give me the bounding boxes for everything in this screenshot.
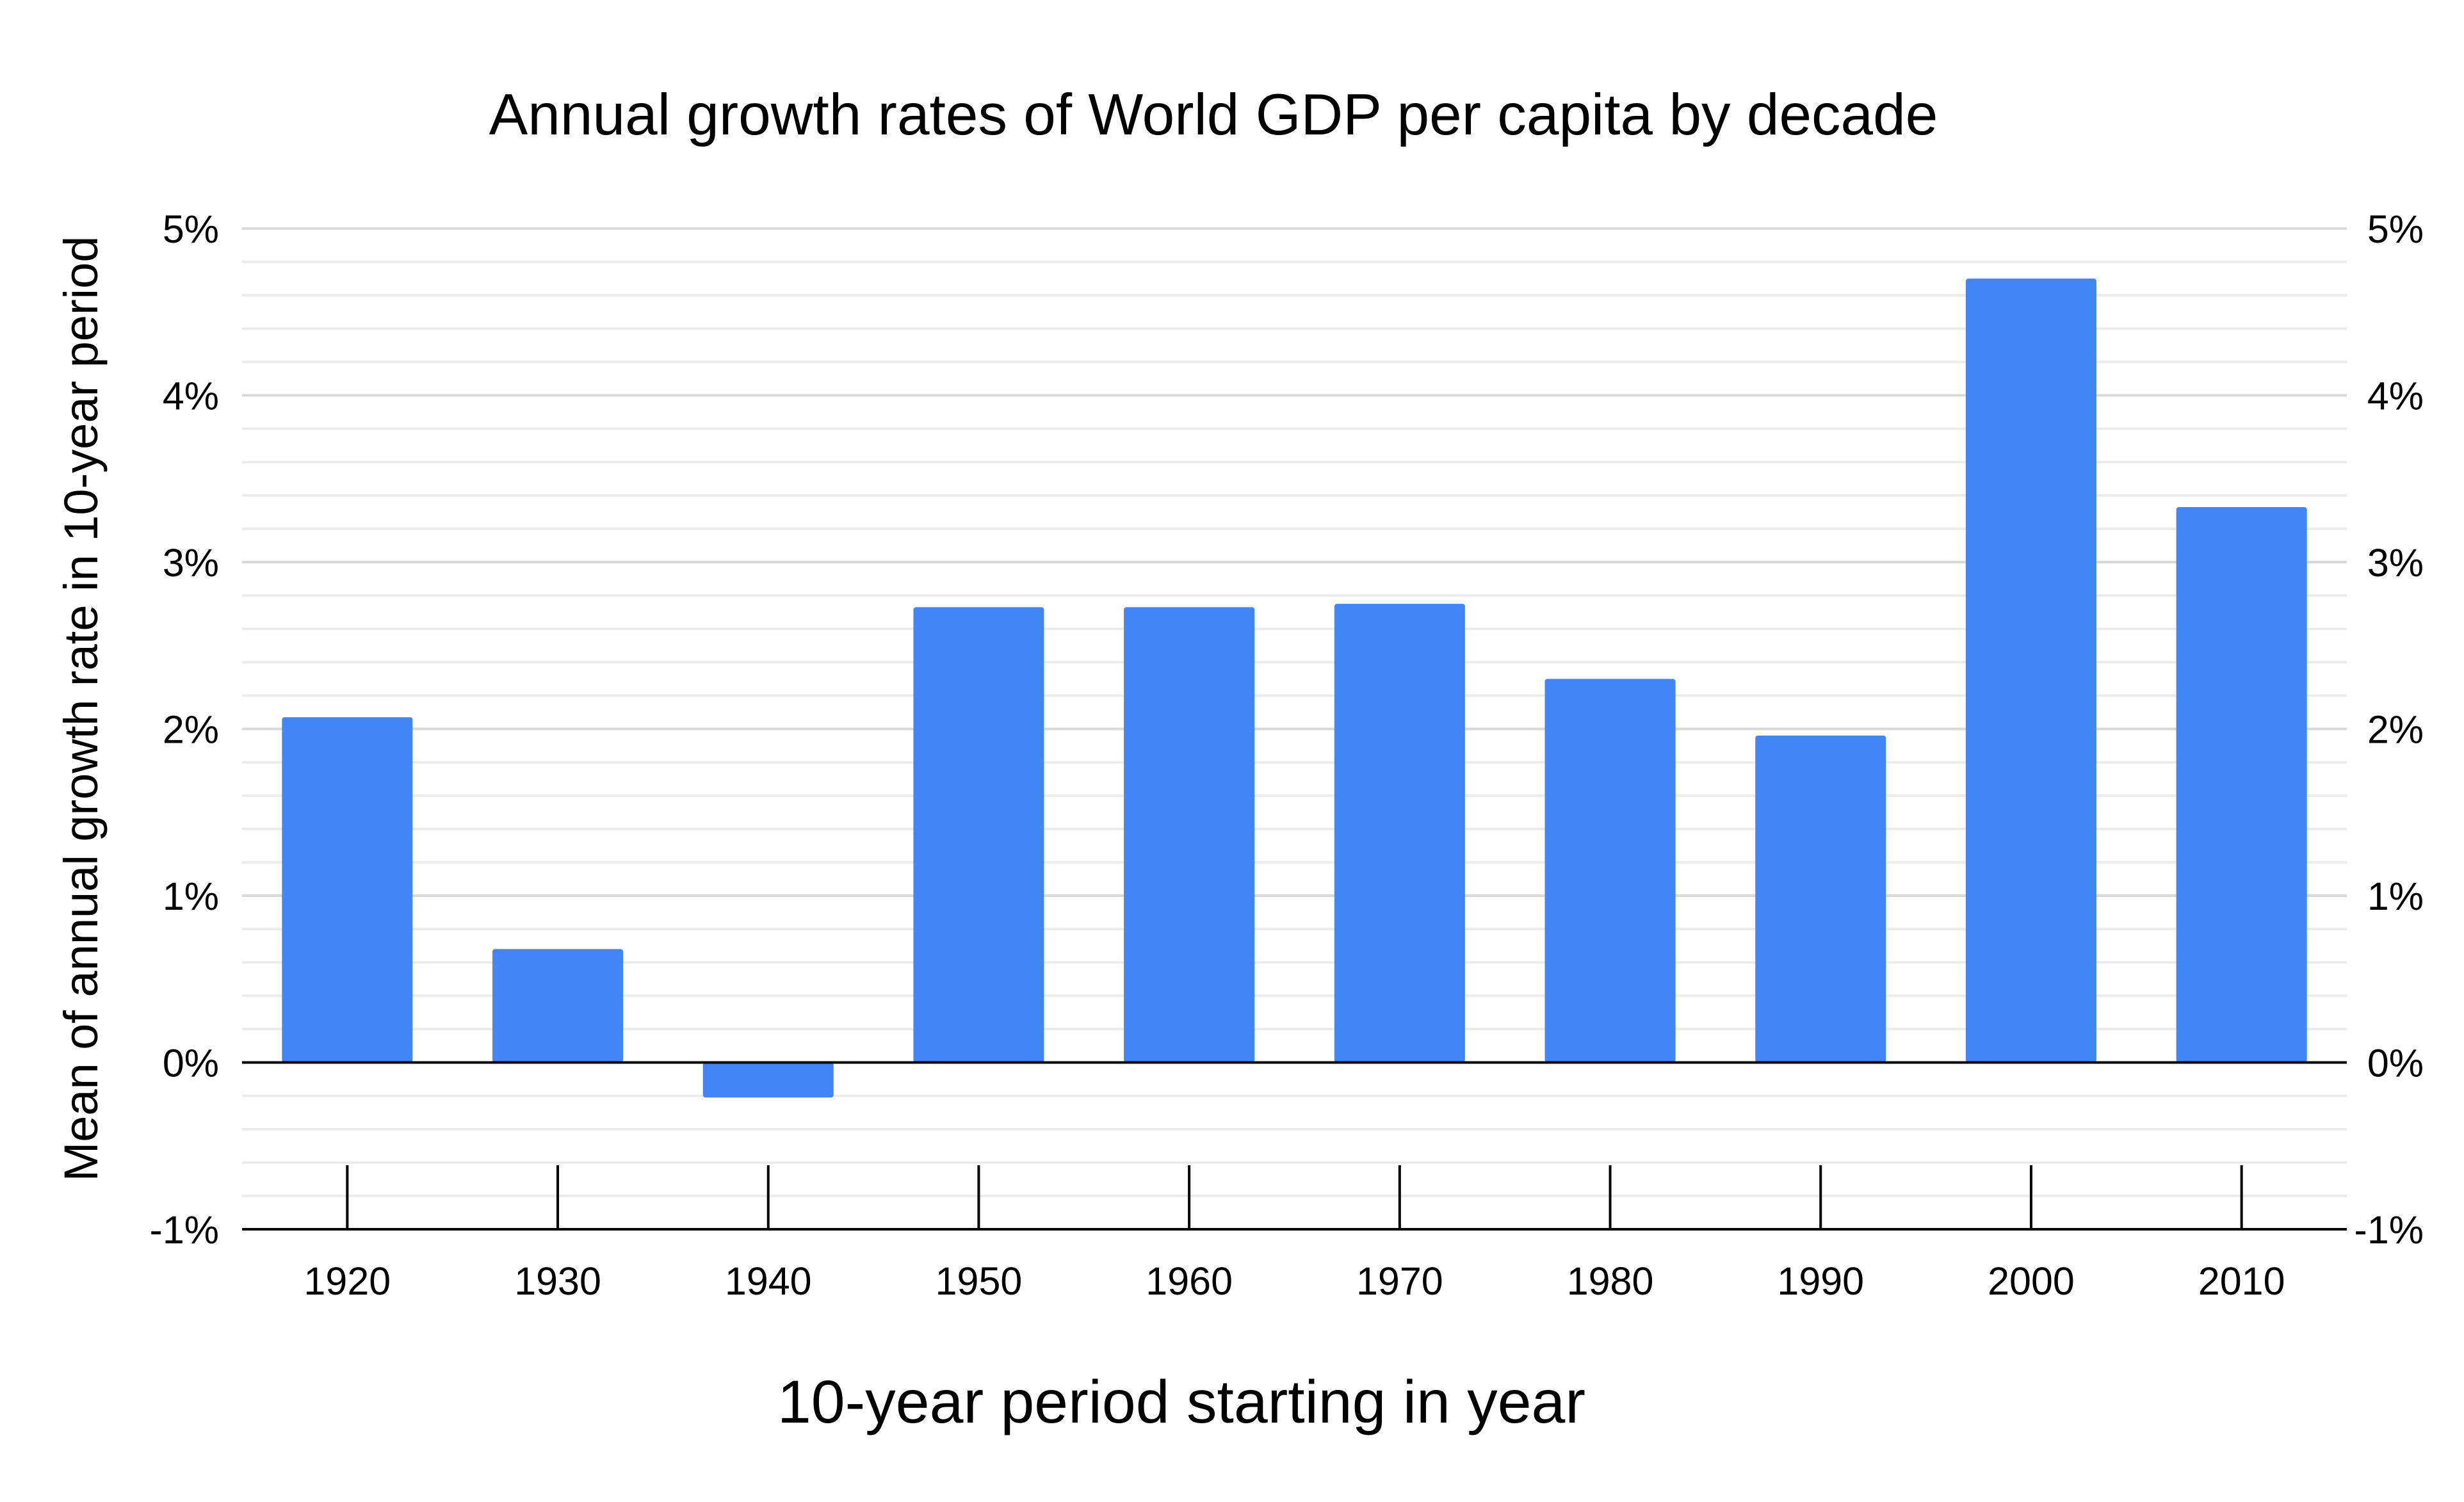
y-tick-label-right: 4%	[2367, 375, 2424, 418]
bar-1940	[702, 1062, 834, 1098]
x-tick-label-1950: 1950	[936, 1259, 1023, 1303]
bar-1970	[1334, 604, 1465, 1063]
bar-2010	[2176, 507, 2307, 1063]
x-tick-label-1930: 1930	[514, 1259, 601, 1303]
x-tick-label-2010: 2010	[2198, 1259, 2285, 1303]
y-tick-label-left: 4%	[163, 375, 219, 418]
y-tick-label-right: -1%	[2355, 1208, 2424, 1252]
chart-title: Annual growth rates of World GDP per cap…	[489, 83, 1938, 147]
bar-1930	[492, 949, 624, 1063]
y-tick-label-right: 0%	[2367, 1042, 2424, 1085]
bar-1950	[913, 607, 1044, 1063]
x-tick-label-1940: 1940	[725, 1259, 812, 1303]
x-tick-label-1970: 1970	[1356, 1259, 1443, 1303]
y-tick-label-right: 3%	[2367, 541, 2424, 585]
x-tick-label-1990: 1990	[1777, 1259, 1864, 1303]
bars	[282, 279, 2307, 1098]
y-tick-label-left: 2%	[163, 708, 219, 752]
y-tick-label-left: 5%	[163, 207, 219, 251]
bar-1920	[282, 717, 413, 1063]
bar-2000	[1965, 279, 2096, 1063]
x-tick-label-1960: 1960	[1146, 1259, 1233, 1303]
tick-labels: 1920 1930 1940 1950 1960 1970 1980 1990 2000 2010…	[150, 207, 2424, 1303]
y-tick-label-left: 0%	[163, 1042, 219, 1085]
x-tick-label-1920: 1920	[304, 1259, 391, 1303]
x-axis-title: 10-year period starting in year	[777, 1368, 1585, 1436]
y-tick-label-left: -1%	[150, 1208, 219, 1252]
bar-1990	[1755, 735, 1886, 1063]
y-tick-label-right: 5%	[2367, 207, 2424, 251]
bar-1980	[1544, 679, 1676, 1063]
bar-1960	[1124, 607, 1255, 1063]
y-tick-label-left: 1%	[163, 875, 219, 918]
y-axis-title: Mean of annual growth rate in 10-year pe…	[54, 236, 108, 1182]
axes	[242, 1061, 2347, 1231]
x-tick-label-2000: 2000	[1988, 1259, 2075, 1303]
y-tick-label-right: 1%	[2367, 875, 2424, 918]
y-tick-label-right: 2%	[2367, 708, 2424, 752]
y-tick-label-left: 3%	[163, 541, 219, 585]
x-tick-label-1980: 1980	[1567, 1259, 1654, 1303]
